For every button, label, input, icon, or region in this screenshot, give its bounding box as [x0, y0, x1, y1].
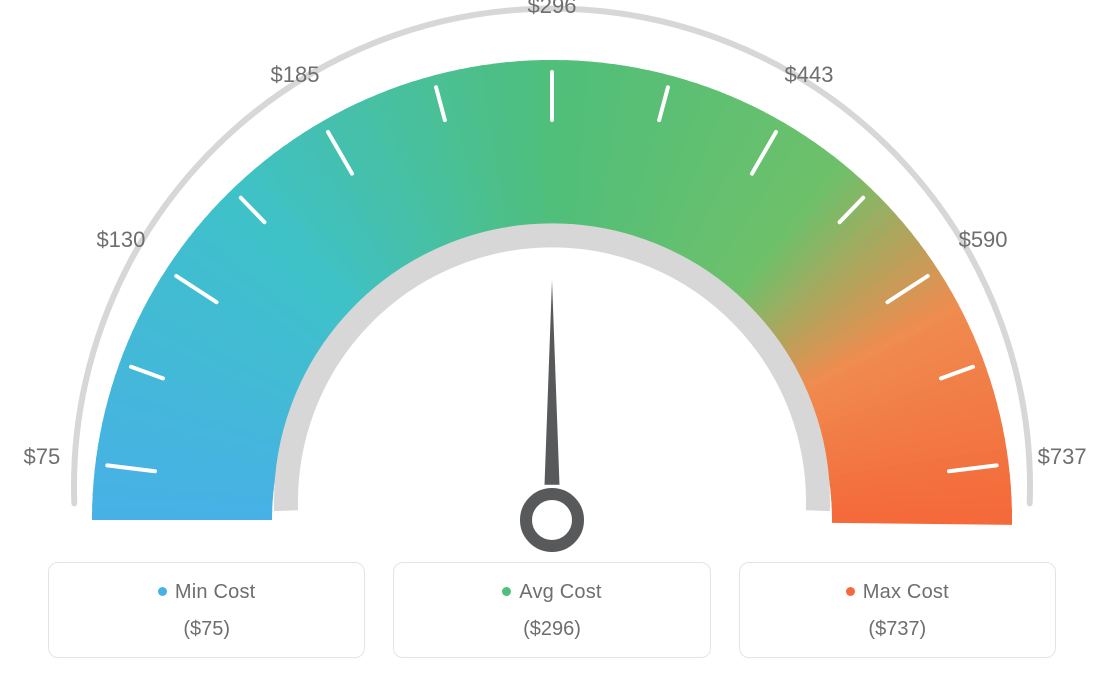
min-cost-title: Min Cost [59, 581, 354, 604]
max-cost-label: Max Cost [863, 581, 949, 603]
gauge-tick-label: $130 [96, 227, 145, 253]
gauge-tick-label: $296 [528, 0, 577, 19]
avg-cost-label: Avg Cost [519, 581, 601, 603]
max-cost-card: Max Cost ($737) [739, 562, 1056, 658]
gauge-tick-label: $737 [1038, 444, 1087, 470]
min-dot-icon [158, 587, 167, 596]
gauge-tick-label: $185 [271, 62, 320, 88]
min-cost-card: Min Cost ($75) [48, 562, 365, 658]
gauge-svg [0, 0, 1104, 560]
avg-cost-card: Avg Cost ($296) [393, 562, 710, 658]
summary-cards: Min Cost ($75) Avg Cost ($296) Max Cost … [0, 562, 1104, 658]
gauge-tick-label: $590 [959, 227, 1008, 253]
max-cost-value: ($737) [750, 618, 1045, 641]
max-dot-icon [846, 587, 855, 596]
gauge-tick-label: $443 [785, 62, 834, 88]
avg-cost-value: ($296) [404, 618, 699, 641]
min-cost-value: ($75) [59, 618, 354, 641]
cost-gauge-infographic: $75 $130 $185 $296 $443 $590 $737 Min Cost ($7… [0, 0, 1104, 690]
avg-cost-title: Avg Cost [404, 581, 699, 604]
avg-dot-icon [502, 587, 511, 596]
min-cost-label: Min Cost [175, 581, 256, 603]
gauge-tick-label: $75 [23, 444, 60, 470]
max-cost-title: Max Cost [750, 581, 1045, 604]
